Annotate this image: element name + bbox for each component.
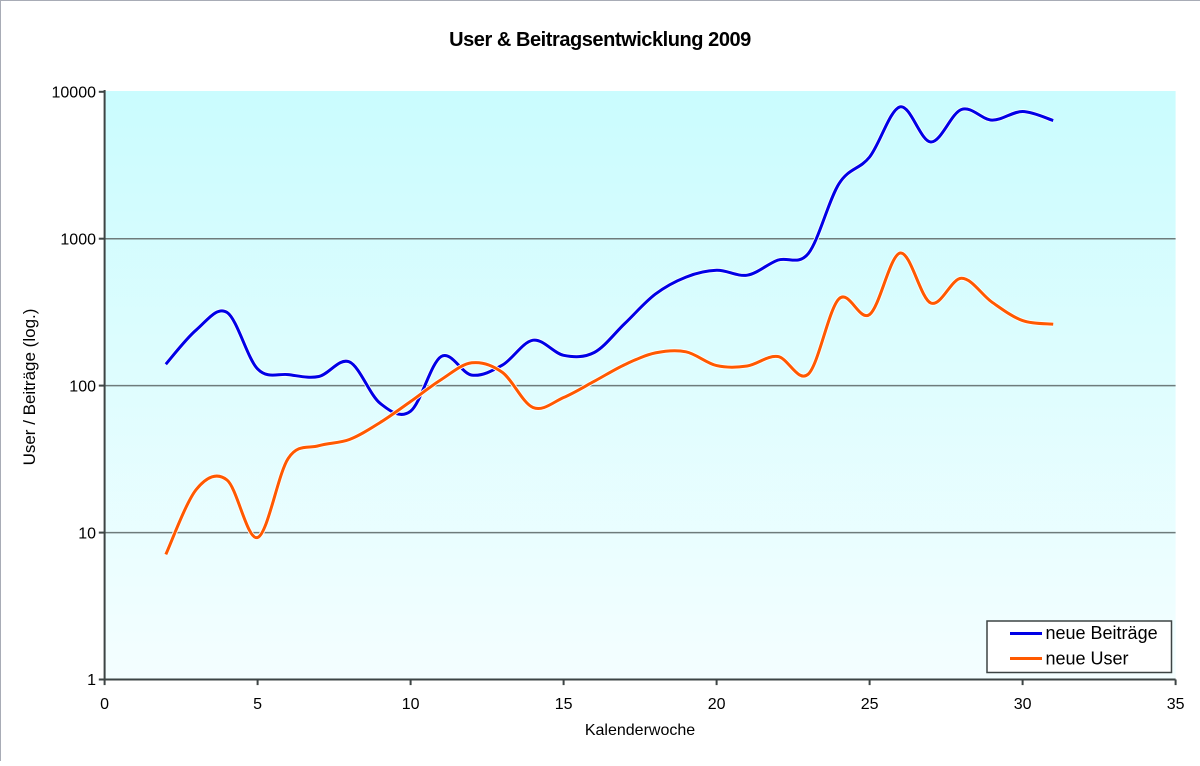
svg-text:User / Beiträge (log.): User / Beiträge (log.) [20, 309, 39, 466]
svg-text:neue Beiträge: neue Beiträge [1046, 623, 1158, 643]
svg-text:10: 10 [78, 525, 96, 542]
svg-text:5: 5 [253, 696, 262, 713]
svg-text:1: 1 [87, 672, 96, 689]
svg-text:100: 100 [69, 378, 96, 395]
svg-text:30: 30 [1014, 696, 1032, 713]
svg-text:20: 20 [708, 696, 726, 713]
svg-text:User & Beitragsentwicklung 200: User & Beitragsentwicklung 2009 [449, 29, 751, 51]
svg-text:0: 0 [100, 696, 109, 713]
svg-text:1000: 1000 [60, 231, 96, 248]
svg-text:15: 15 [555, 696, 573, 713]
svg-text:35: 35 [1167, 696, 1185, 713]
svg-text:neue User: neue User [1046, 649, 1129, 669]
svg-text:10000: 10000 [52, 85, 97, 102]
svg-text:Kalenderwoche: Kalenderwoche [585, 722, 695, 739]
svg-text:25: 25 [861, 696, 879, 713]
svg-text:10: 10 [402, 696, 420, 713]
